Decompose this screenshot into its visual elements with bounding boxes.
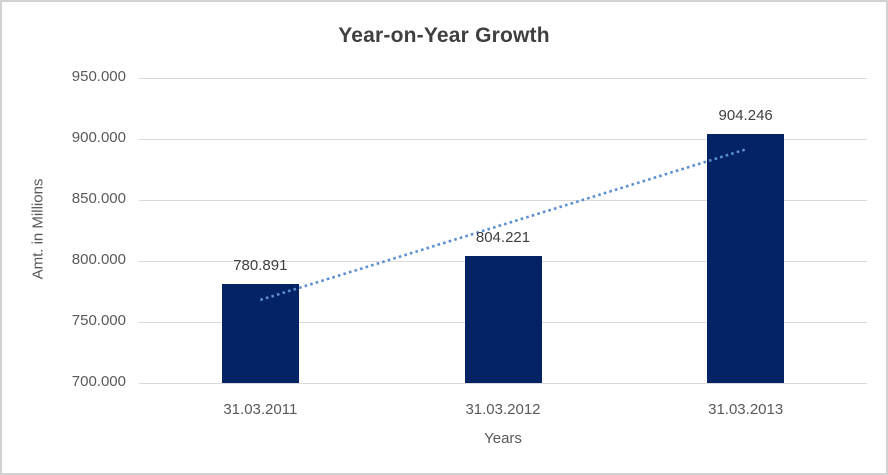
y-tick-label: 900.000 bbox=[71, 129, 126, 146]
trendline bbox=[259, 148, 747, 302]
x-tick-label: 31.03.2013 bbox=[708, 401, 784, 418]
gridline bbox=[139, 77, 867, 79]
y-tick-label: 750.000 bbox=[71, 312, 126, 329]
bar-value-label: 804.221 bbox=[475, 228, 531, 246]
x-tick-label: 31.03.2011 bbox=[223, 401, 298, 418]
x-axis-line bbox=[139, 382, 867, 384]
y-tick-label: 850.000 bbox=[71, 190, 126, 207]
bar-value-label: 780.891 bbox=[233, 257, 288, 275]
gridline bbox=[139, 199, 867, 201]
bar-value-label: 904.246 bbox=[718, 106, 773, 124]
bar bbox=[707, 133, 785, 383]
bar bbox=[221, 284, 299, 383]
gridline bbox=[139, 138, 867, 140]
y-tick-label: 800.000 bbox=[71, 251, 126, 268]
chart-title: Year-on-Year Growth bbox=[338, 24, 550, 47]
plot-area bbox=[139, 77, 867, 384]
bar bbox=[464, 255, 542, 383]
y-tick-label: 700.000 bbox=[71, 373, 126, 390]
y-tick-label: 950.000 bbox=[71, 68, 126, 85]
x-axis-title: Years bbox=[484, 430, 522, 447]
x-tick-label: 31.03.2012 bbox=[465, 401, 541, 418]
